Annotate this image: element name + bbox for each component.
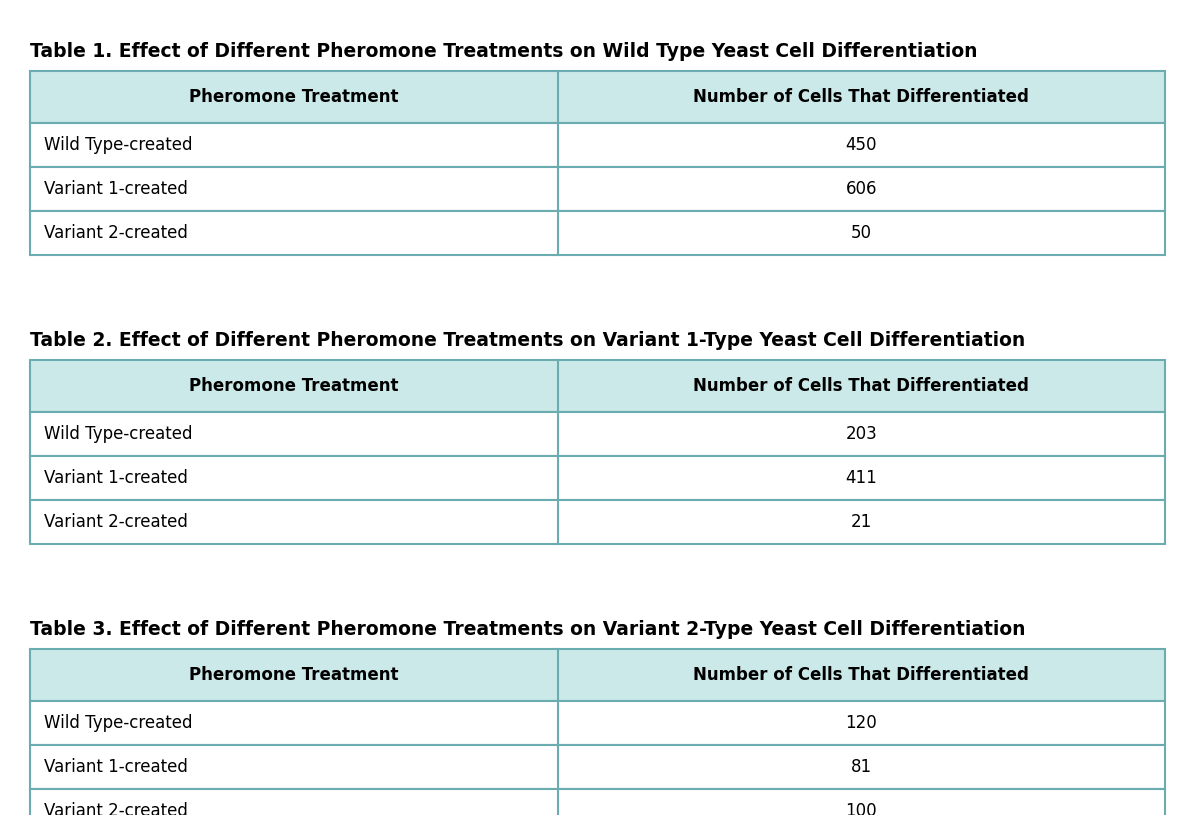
Text: 411: 411 (846, 469, 877, 487)
Text: 450: 450 (846, 136, 877, 154)
Bar (30, 167, 1165, 211)
Text: 120: 120 (846, 714, 877, 732)
Bar (30, 123, 1165, 167)
Bar (30, 649, 1165, 701)
Text: Wild Type-created: Wild Type-created (44, 136, 192, 154)
Text: Pheromone Treatment: Pheromone Treatment (190, 88, 398, 106)
Text: Table 1. Effect of Different Pheromone Treatments on Wild Type Yeast Cell Differ: Table 1. Effect of Different Pheromone T… (30, 42, 978, 61)
Text: Table 3. Effect of Different Pheromone Treatments on Variant 2-Type Yeast Cell D: Table 3. Effect of Different Pheromone T… (30, 620, 1026, 639)
Text: 21: 21 (851, 513, 872, 531)
Bar (30, 412, 1165, 456)
Text: Wild Type-created: Wild Type-created (44, 714, 192, 732)
Text: Variant 2-created: Variant 2-created (44, 802, 188, 815)
Bar (30, 500, 1165, 544)
Text: 81: 81 (851, 758, 872, 776)
Text: Pheromone Treatment: Pheromone Treatment (190, 377, 398, 395)
Text: Variant 1-created: Variant 1-created (44, 758, 188, 776)
Bar (30, 456, 1165, 500)
Text: 203: 203 (846, 425, 877, 443)
Bar (30, 745, 1165, 789)
Text: Table 2. Effect of Different Pheromone Treatments on Variant 1-Type Yeast Cell D: Table 2. Effect of Different Pheromone T… (30, 331, 1025, 350)
Text: Wild Type-created: Wild Type-created (44, 425, 192, 443)
Text: Pheromone Treatment: Pheromone Treatment (190, 666, 398, 684)
Text: Variant 2-created: Variant 2-created (44, 513, 188, 531)
Bar (30, 789, 1165, 815)
Text: Number of Cells That Differentiated: Number of Cells That Differentiated (694, 88, 1030, 106)
Bar (30, 71, 1165, 123)
Text: Number of Cells That Differentiated: Number of Cells That Differentiated (694, 666, 1030, 684)
Text: Variant 2-created: Variant 2-created (44, 224, 188, 242)
Bar (30, 701, 1165, 745)
Text: Number of Cells That Differentiated: Number of Cells That Differentiated (694, 377, 1030, 395)
Text: 606: 606 (846, 180, 877, 198)
Text: 50: 50 (851, 224, 872, 242)
Text: 100: 100 (846, 802, 877, 815)
Bar (30, 211, 1165, 255)
Text: Variant 1-created: Variant 1-created (44, 180, 188, 198)
Bar (30, 360, 1165, 412)
Text: Variant 1-created: Variant 1-created (44, 469, 188, 487)
